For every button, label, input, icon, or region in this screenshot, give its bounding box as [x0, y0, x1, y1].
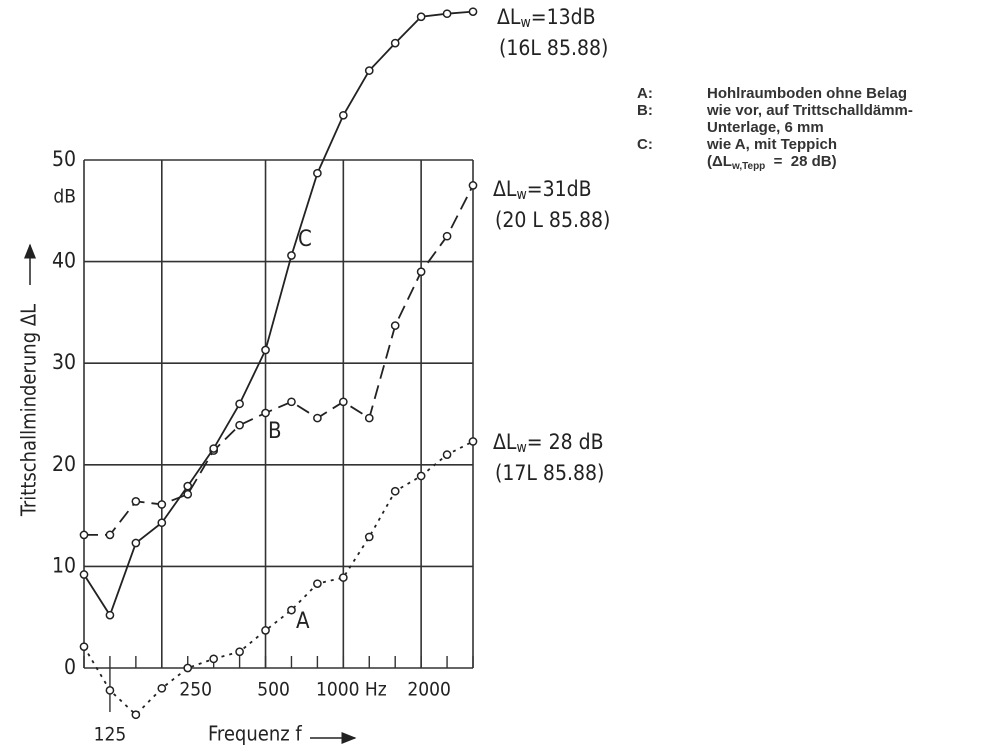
annotation: ΔLw= 28 dB — [493, 430, 604, 456]
x-tick-label: 2000 — [407, 679, 451, 701]
annotation-ref: (20 L 85.88) — [495, 208, 610, 232]
data-point — [390, 38, 400, 48]
y-unit: dB — [53, 186, 76, 208]
data-point — [105, 610, 115, 620]
data-point — [157, 683, 167, 693]
legend-text: Hohlraumboden ohne Belag — [707, 85, 907, 102]
data-point — [79, 530, 89, 540]
carpet-note: (ΔLw,Tepp = 28 dB) — [707, 153, 837, 172]
legend-key: C: — [637, 136, 653, 153]
annotation-sub: w — [520, 15, 530, 31]
data-point — [235, 399, 244, 409]
data-point — [157, 500, 167, 509]
carpet-suffix: = 28 dB) — [765, 153, 836, 170]
data-point — [364, 413, 374, 423]
legend-text: Unterlage, 6 mm — [707, 119, 824, 136]
annotation: ΔLw=13dB — [497, 5, 596, 31]
data-point — [287, 251, 296, 260]
data-point — [442, 450, 452, 459]
data-point — [364, 532, 374, 542]
x-tick-label: 250 — [179, 679, 212, 701]
data-point — [131, 497, 141, 506]
legend-text: wie A, mit Teppich — [706, 136, 837, 153]
data-point — [313, 579, 322, 589]
annotation-prefix: ΔL — [497, 5, 521, 29]
data-point — [338, 110, 348, 120]
data-point — [261, 408, 270, 418]
data-point — [416, 267, 426, 277]
data-point — [183, 481, 193, 491]
carpet-sub: w,Tepp — [731, 161, 765, 172]
data-point — [390, 486, 400, 496]
annotation-ref: (16L 85.88) — [499, 36, 608, 60]
annotation-sub: w — [516, 187, 526, 203]
legend-text: wie vor, auf Trittschalldämm- — [706, 102, 913, 119]
data-point — [338, 397, 348, 407]
data-point — [364, 66, 374, 75]
annotation-suffix: =13dB — [531, 5, 596, 29]
data-point — [468, 7, 478, 17]
series-line — [83, 10, 474, 618]
legend-key: A: — [637, 85, 653, 102]
data-point — [261, 345, 270, 355]
legend-key: B: — [637, 102, 653, 119]
data-point — [79, 642, 89, 652]
data-point — [105, 530, 115, 540]
annotation-prefix: ΔL — [493, 177, 517, 201]
data-point — [416, 471, 426, 481]
data-point — [442, 231, 452, 241]
data-point — [468, 437, 478, 446]
y-tick-label: 30 — [52, 350, 76, 374]
y-axis-label: Trittschallminderung ΔL — [17, 304, 41, 517]
data-point — [183, 663, 193, 673]
data-point — [209, 444, 219, 453]
data-point — [287, 397, 296, 407]
data-point — [131, 710, 141, 720]
data-point — [390, 321, 400, 330]
x-tick-label: 500 — [257, 679, 290, 701]
y-tick-label: 40 — [52, 249, 76, 273]
data-point — [183, 489, 193, 499]
data-point — [105, 686, 115, 695]
data-point — [235, 420, 244, 430]
data-point — [209, 654, 219, 664]
x-tick-label: 1000 Hz — [316, 679, 387, 701]
annotation-sub: w — [516, 440, 526, 456]
y-tick-label: 0 — [64, 655, 76, 679]
x-tick-label: 125 — [94, 724, 127, 746]
data-point — [157, 518, 167, 528]
curve-label: C — [298, 227, 312, 252]
series-line — [84, 184, 474, 536]
y-tick-label: 10 — [52, 553, 76, 577]
data-point — [338, 573, 348, 582]
data-point — [235, 647, 244, 657]
data-point — [79, 570, 89, 579]
curve-label: A — [296, 609, 310, 634]
carpet-prefix: (ΔL — [707, 153, 732, 170]
data-point — [131, 538, 141, 548]
data-point — [416, 12, 426, 22]
annotation-suffix: =31dB — [527, 177, 592, 201]
y-tick-label: 20 — [52, 452, 76, 476]
data-point — [313, 168, 322, 178]
series-line — [83, 440, 474, 716]
curve-label: B — [268, 419, 282, 444]
x-axis-label: Frequenz f — [208, 722, 302, 746]
annotation-prefix: ΔL — [493, 430, 517, 454]
data-point — [261, 626, 270, 635]
annotation: ΔLw=31dB — [493, 177, 592, 203]
data-point — [468, 181, 478, 190]
data-point — [313, 413, 322, 423]
data-point — [442, 9, 452, 19]
annotation-ref: (17L 85.88) — [495, 461, 604, 485]
annotation-suffix: = 28 dB — [527, 430, 604, 454]
data-point — [287, 605, 296, 615]
y-tick-label: 50 — [52, 147, 76, 171]
